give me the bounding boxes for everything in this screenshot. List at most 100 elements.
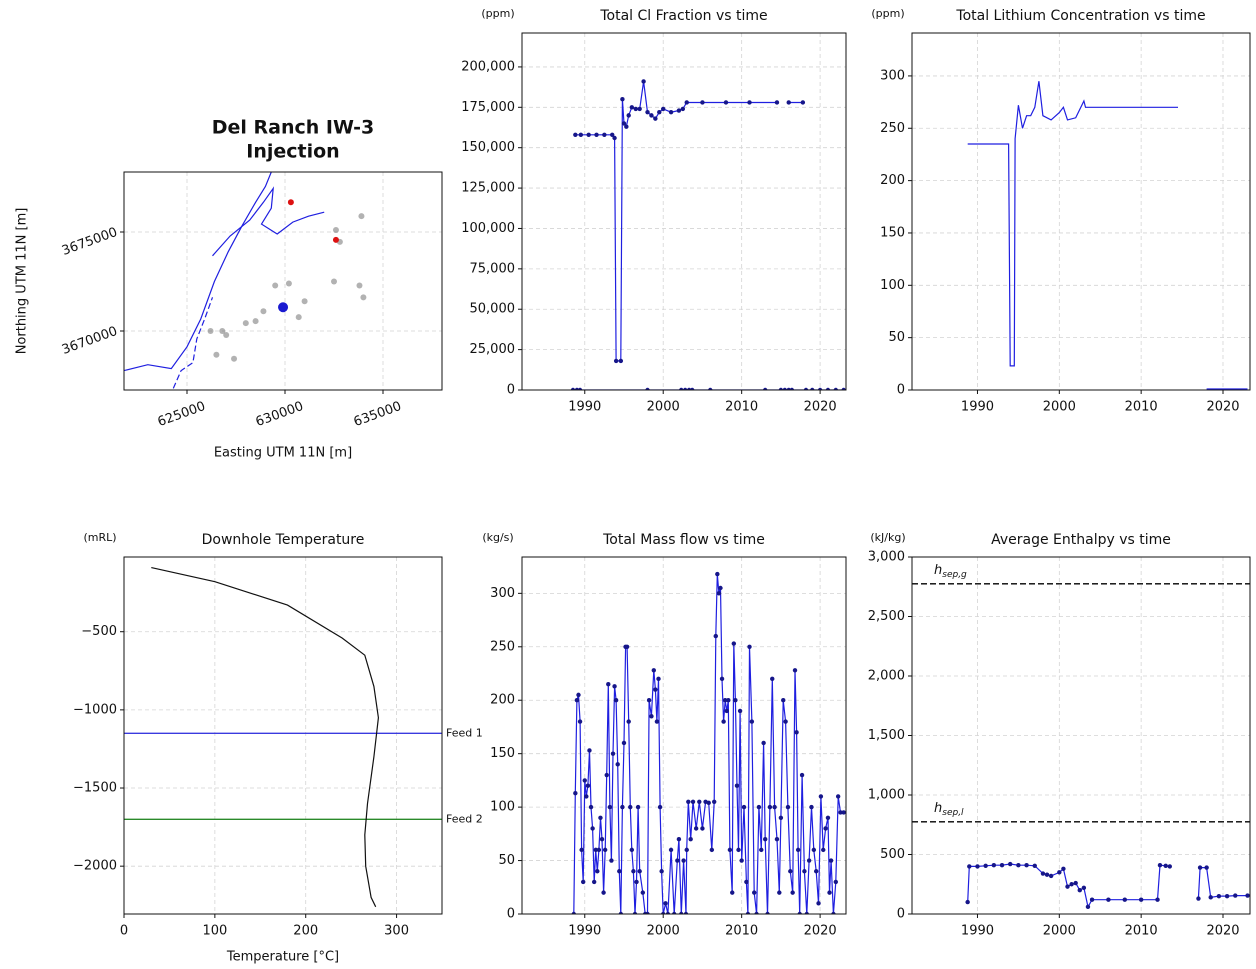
x-tick-label: 300 (384, 924, 409, 939)
data-point (679, 387, 684, 390)
chart-title: Injection (246, 141, 339, 163)
data-point (1085, 904, 1091, 910)
data-point (671, 911, 677, 914)
data-point (804, 911, 809, 914)
data-point (626, 719, 631, 724)
data-point (762, 836, 768, 842)
axis-unit: (mRL) (83, 531, 116, 544)
x-tick-label: 2010 (1125, 400, 1158, 415)
data-point (1167, 864, 1172, 869)
data-point (745, 911, 751, 914)
data-point (723, 100, 729, 105)
x-tick-label: 2020 (804, 400, 837, 415)
data-point (585, 783, 591, 788)
panel: 0 25,000 50,000 75,000 100,000 125,000 150,000… (461, 7, 847, 415)
data-point (663, 901, 668, 906)
data-point (651, 668, 656, 673)
y-tick-label: 3670000 (60, 324, 120, 358)
data-point (272, 282, 279, 289)
data-point (752, 890, 757, 895)
data-point (356, 282, 363, 289)
data-point (792, 668, 798, 673)
series-line (151, 567, 380, 908)
data-point (821, 847, 826, 853)
data-point (825, 387, 831, 390)
data-point (576, 692, 581, 698)
data-point (838, 810, 843, 815)
data-point (686, 799, 691, 804)
y-tick-label: 2,500 (868, 609, 905, 624)
data-point (782, 387, 788, 390)
data-point (606, 681, 611, 687)
data-point (252, 318, 259, 325)
data-point (637, 106, 642, 112)
data-point (799, 772, 805, 778)
data-point (1081, 885, 1087, 891)
data-point (574, 698, 580, 703)
data-point (679, 911, 684, 914)
x-axis-label: Temperature [°C] (226, 950, 339, 965)
axes-frame (123, 171, 443, 391)
y-tick-label: 75,000 (470, 261, 516, 276)
x-tick-label: 2010 (1125, 924, 1158, 939)
data-point (604, 772, 609, 778)
data-point (618, 911, 624, 914)
x-tick-label: 630000 (254, 399, 306, 430)
data-point (1208, 895, 1213, 900)
data-point (967, 864, 972, 869)
data-point (831, 911, 836, 914)
data-point (1048, 873, 1054, 879)
plot-area (571, 571, 846, 914)
y-axis-label: Northing UTM 11N [m] (15, 208, 30, 355)
data-point (665, 911, 671, 914)
y-tick-label: 300 (880, 68, 905, 83)
plot-area (570, 79, 846, 390)
data-point (754, 911, 759, 914)
data-point (607, 804, 613, 810)
data-point (749, 719, 755, 724)
data-point (721, 719, 726, 724)
data-point (795, 847, 801, 853)
x-tick-label: 2020 (804, 924, 837, 939)
data-point (577, 719, 583, 724)
series-line (573, 574, 844, 914)
symbol: h (934, 800, 942, 815)
data-point (1073, 880, 1078, 886)
data-point (713, 633, 718, 639)
data-point (690, 799, 696, 804)
y-tick-label: 0 (507, 907, 515, 922)
x-tick-label: 2020 (1206, 924, 1239, 939)
data-point (790, 890, 795, 895)
data-point (682, 387, 688, 390)
data-point (777, 890, 782, 895)
data-point (1224, 893, 1230, 899)
data-point (715, 571, 720, 577)
data-point (231, 355, 238, 362)
data-point (1044, 872, 1050, 877)
data-point (645, 387, 650, 390)
x-tick-label: 2000 (647, 400, 680, 415)
chart-title: Average Enthalpy vs time (991, 532, 1171, 548)
y-tick-label: 0 (897, 383, 905, 398)
data-point (591, 879, 597, 885)
data-point (219, 327, 226, 334)
data-point (1065, 884, 1070, 889)
y-tick-label: 175,000 (461, 100, 515, 115)
reference-label: Feed 2 (446, 812, 483, 825)
axes-frame (911, 556, 1251, 915)
data-point (747, 100, 752, 105)
data-point (628, 804, 633, 810)
data-point (794, 730, 799, 735)
data-point (624, 644, 630, 649)
data-point (1216, 893, 1222, 899)
y-tick-label: 250 (490, 639, 515, 654)
series-line (124, 172, 272, 372)
reference-label: hsep,l (934, 800, 964, 817)
data-point (681, 858, 686, 863)
data-point (680, 106, 686, 112)
subscript: sep,g (942, 569, 967, 579)
y-tick-label: 200,000 (461, 59, 515, 74)
data-point (811, 847, 817, 853)
axis-unit: (ppm) (871, 7, 904, 20)
